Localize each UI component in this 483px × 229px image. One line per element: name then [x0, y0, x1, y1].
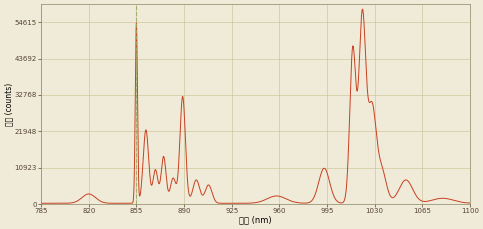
X-axis label: 波长 (nm): 波长 (nm) — [239, 216, 272, 225]
Y-axis label: 强度 (counts): 强度 (counts) — [4, 83, 13, 126]
